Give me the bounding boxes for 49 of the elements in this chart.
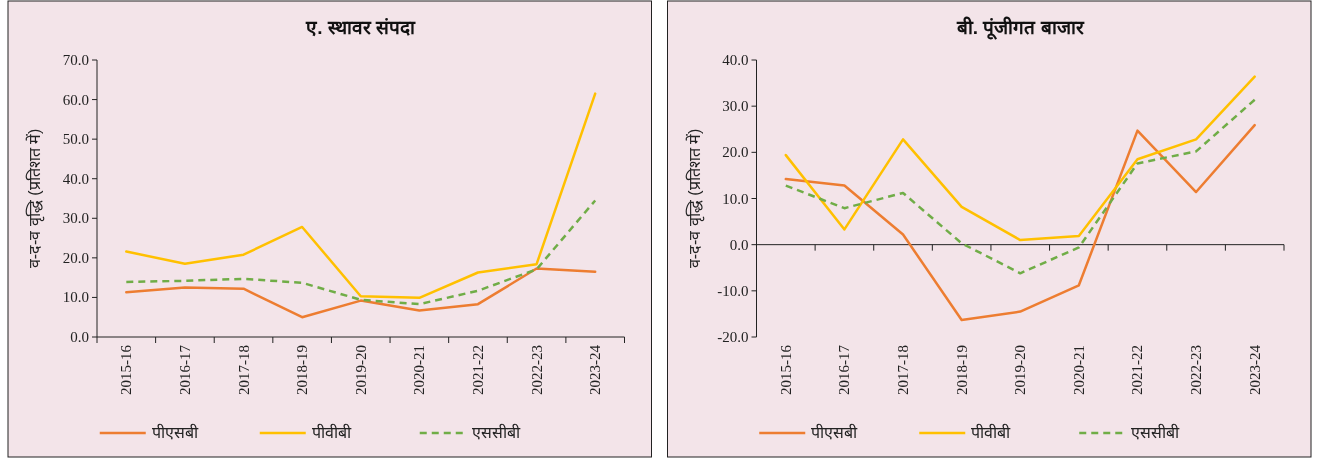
x-tick-label: 2016-17 [176,344,193,395]
line-series [784,123,1256,322]
x-tick-label: 2018-19 [294,345,311,395]
x-tick-label: 2023-24 [587,344,604,395]
line-series [125,92,597,300]
line-series [125,267,597,319]
x-tick-label: 2020-21 [1070,345,1087,395]
x-tick-label: 2021-22 [1129,345,1146,395]
x-tick-label: 2017-18 [235,345,252,395]
x-tick-label: 2023-24 [1246,344,1263,395]
x-tick-label: 2021-22 [469,345,486,395]
chart-title: बी. पूंजीगत बाजार [955,16,1085,40]
y-tick-label: 40.0 [62,170,89,187]
y-tick-label: 10.0 [722,190,749,207]
y-tick-label: 30.0 [722,98,749,115]
y-tick-label: -20.0 [717,329,749,345]
x-tick-label: 2022-23 [528,345,545,395]
y-tick-label: 0.0 [70,329,89,345]
x-tick-label: 2019-20 [352,345,369,395]
chart-title: ए. स्थावर संपदा [305,17,417,38]
y-axis-title: व-द-व वृद्धि (प्रतिशत में) [25,128,45,269]
y-tick-label: 30.0 [62,210,89,227]
y-tick-label: 20.0 [62,249,89,266]
legend-label: पीवीबी [971,423,1012,441]
x-tick-label: 2019-20 [1012,345,1029,395]
x-tick-label: 2015-16 [777,344,794,395]
y-tick-label: 60.0 [62,91,89,108]
legend-label: एससीबी [471,423,521,441]
y-tick-label: 0.0 [729,236,749,253]
line-series [784,75,1256,242]
x-tick-label: 2016-17 [836,344,853,395]
y-tick-label: 50.0 [62,131,89,148]
line-series [784,98,1256,275]
y-tick-label: 40.0 [722,52,749,68]
y-tick-label: -10.0 [717,282,749,299]
y-tick-label: 10.0 [62,289,89,306]
legend-label: पीएसबी [151,423,199,441]
legend-label: पीएसबी [811,423,859,441]
x-tick-label: 2022-23 [1188,345,1205,395]
legend-label: एससीबी [1131,423,1181,441]
y-tick-label: 70.0 [62,52,89,68]
x-tick-label: 2015-16 [118,344,135,395]
y-tick-label: 20.0 [722,144,749,161]
y-axis-title: व-द-व वृद्धि (प्रतिशत में) [684,128,705,269]
x-tick-label: 2018-19 [953,345,970,395]
x-tick-label: 2017-18 [895,345,912,395]
legend-label: पीवीबी [311,423,352,441]
line-series [125,199,597,306]
x-tick-label: 2020-21 [411,345,428,395]
